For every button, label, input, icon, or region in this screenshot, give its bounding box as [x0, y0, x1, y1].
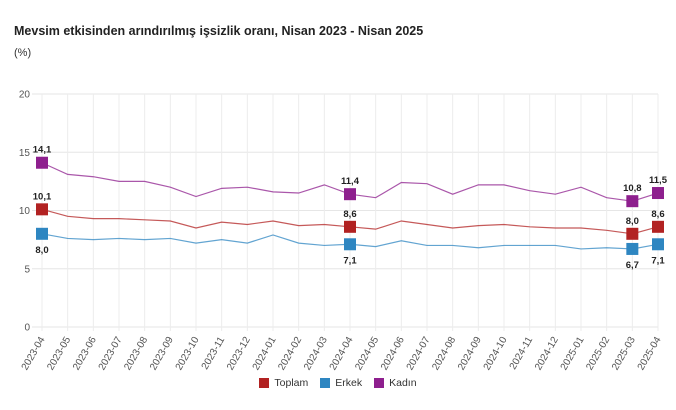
legend-swatch: [259, 378, 270, 388]
x-tick-label: 2024-07: [405, 335, 433, 373]
data-point-marker: [36, 156, 48, 169]
data-point-marker: [652, 187, 664, 200]
x-tick-label: 2023-04: [20, 335, 48, 373]
x-tick-label: 2023-12: [225, 335, 253, 373]
x-tick-label: 2023-05: [45, 335, 73, 373]
x-tick-label: 2025-01: [559, 335, 587, 373]
x-tick-label: 2023-06: [71, 335, 99, 373]
x-tick-label: 2025-04: [636, 335, 664, 373]
x-tick-label: 2023-10: [174, 335, 202, 373]
x-tick-label: 2024-09: [456, 335, 484, 373]
data-label: 7,1: [651, 255, 665, 266]
data-point-marker: [626, 242, 639, 255]
data-label: 10,8: [623, 183, 642, 194]
y-tick-label: 5: [24, 264, 30, 275]
legend-swatch: [374, 378, 385, 388]
y-axis-unit: (%): [14, 47, 32, 59]
x-tick-label: 2024-12: [533, 335, 561, 373]
data-point-marker: [626, 227, 639, 240]
data-point-marker: [344, 238, 356, 251]
x-tick-label: 2025-02: [584, 335, 612, 373]
x-tick-label: 2024-02: [276, 335, 304, 373]
x-tick-label: 2024-04: [328, 335, 356, 373]
y-tick-label: 20: [19, 90, 31, 101]
data-label: 8,6: [343, 209, 356, 220]
data-label: 14,1: [33, 145, 52, 156]
data-label: 10,1: [33, 191, 52, 202]
data-point-marker: [652, 220, 664, 233]
x-tick-label: 2024-08: [430, 335, 458, 373]
data-point-marker: [652, 238, 664, 251]
chart-title: Mevsim etkisinden arındırılmış işsizlik …: [14, 24, 424, 38]
legend-swatch: [320, 378, 331, 388]
x-tick-label: 2024-03: [302, 335, 330, 373]
x-tick-label: 2024-10: [482, 335, 510, 373]
data-label: 11,4: [341, 176, 360, 187]
data-label: 8,0: [626, 216, 639, 227]
x-tick-label: 2023-08: [122, 335, 150, 373]
legend-label: Erkek: [335, 377, 363, 389]
legend-item-toplam[interactable]: Toplam: [259, 377, 308, 389]
y-tick-label: 10: [19, 206, 31, 217]
x-tick-label: 2025-03: [610, 335, 638, 373]
x-tick-label: 2023-07: [97, 335, 125, 373]
data-point-marker: [626, 195, 639, 208]
data-point-marker: [36, 203, 48, 216]
legend-label: Kadın: [389, 377, 417, 389]
x-tick-label: 2024-11: [508, 335, 536, 372]
data-label: 6,7: [626, 260, 639, 271]
data-label: 7,1: [343, 255, 357, 266]
y-tick-label: 15: [19, 148, 31, 159]
data-point-marker: [344, 220, 356, 233]
x-tick-label: 2024-05: [353, 335, 381, 373]
legend: Toplam Erkek Kadın: [0, 377, 676, 391]
x-tick-label: 2024-06: [379, 335, 407, 373]
x-tick-label: 2024-01: [251, 335, 279, 373]
data-point-marker: [36, 227, 48, 240]
legend-item-kadın[interactable]: Kadın: [374, 377, 417, 389]
y-tick-label: 0: [24, 323, 30, 334]
x-tick-label: 2023-11: [200, 335, 228, 372]
data-label: 8,6: [651, 209, 664, 220]
data-label: 11,5: [649, 175, 668, 186]
x-tick-label: 2023-09: [148, 335, 176, 373]
data-label: 8,0: [35, 245, 48, 256]
legend-item-erkek[interactable]: Erkek: [320, 377, 362, 389]
data-point-marker: [344, 188, 356, 201]
legend-label: Toplam: [274, 377, 309, 389]
